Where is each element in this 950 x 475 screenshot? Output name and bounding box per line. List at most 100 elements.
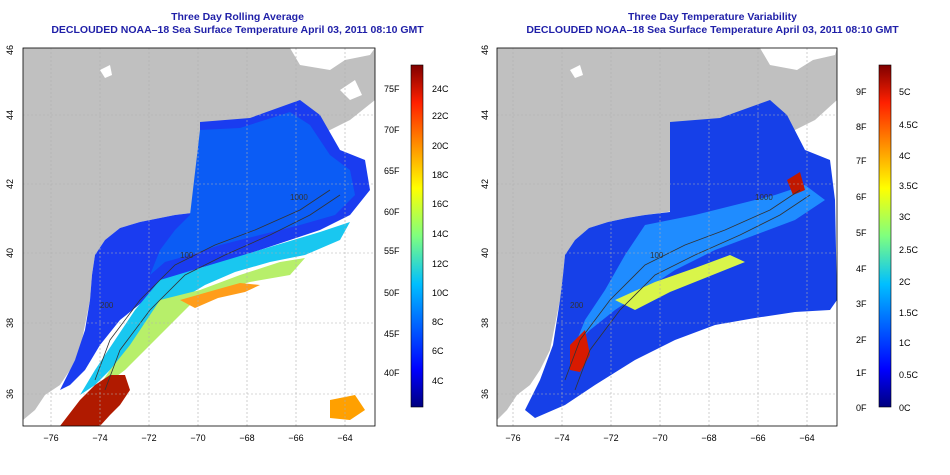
svg-text:8C: 8C [432, 317, 444, 327]
svg-text:50F: 50F [384, 288, 400, 298]
svg-text:4.5C: 4.5C [899, 120, 919, 130]
x-tick: −66 [750, 433, 765, 443]
y-tick: 36 [480, 389, 490, 399]
x-tick: −76 [43, 433, 58, 443]
panel-title: Three Day Temperature Variability [627, 11, 798, 23]
panel-title: Three Day Rolling Average [171, 11, 304, 23]
contour-label: 200 [570, 301, 584, 310]
panel-subtitle: DECLOUDED NOAA–18 Sea Surface Temperatur… [526, 24, 899, 36]
x-axis-ticks: −76 −74 −72 −70 −68 −66 −64 [505, 433, 814, 443]
svg-text:20C: 20C [432, 141, 449, 151]
x-tick: −64 [337, 433, 352, 443]
svg-text:14C: 14C [432, 229, 449, 239]
colorbar-fahrenheit-labels: 9F 8F 7F 6F 5F 4F 3F 2F 1F 0F [856, 87, 867, 413]
svg-text:75F: 75F [384, 84, 400, 94]
contour-label: 200 [100, 301, 114, 310]
y-tick: 38 [480, 318, 490, 328]
x-tick: −76 [505, 433, 520, 443]
y-tick: 46 [480, 45, 490, 55]
svg-text:4F: 4F [856, 264, 867, 274]
sst-variability-map: 200 100 1000 −76 −74 −72 −70 −68 −66 −64… [480, 45, 919, 443]
svg-text:0F: 0F [856, 403, 867, 413]
svg-text:6C: 6C [432, 346, 444, 356]
y-tick: 42 [5, 179, 15, 189]
sst-average-map: 200 100 1000 −76 −74 −72 −70 −68 −66 −64… [5, 45, 449, 443]
y-tick: 36 [5, 389, 15, 399]
panel-subtitle: DECLOUDED NOAA–18 Sea Surface Temperatur… [51, 24, 424, 36]
bathymetry-contour-200m [564, 189, 801, 381]
svg-text:45F: 45F [384, 329, 400, 339]
y-tick: 44 [480, 110, 490, 120]
svg-text:0C: 0C [899, 403, 911, 413]
svg-text:5F: 5F [856, 228, 867, 238]
contour-label: 100 [650, 251, 664, 260]
gulf-stream-front [180, 283, 260, 308]
svg-text:1F: 1F [856, 368, 867, 378]
x-tick: −72 [141, 433, 156, 443]
svg-text:5C: 5C [899, 87, 911, 97]
transition-water [80, 222, 350, 395]
svg-text:3.5C: 3.5C [899, 181, 919, 191]
x-tick: −74 [92, 433, 107, 443]
contour-label: 1000 [755, 193, 773, 202]
x-tick: −68 [239, 433, 254, 443]
svg-text:9F: 9F [856, 87, 867, 97]
y-axis-ticks: 36 38 40 42 44 46 [5, 45, 15, 399]
front-variability-yellow [615, 255, 745, 310]
svg-text:22C: 22C [432, 111, 449, 121]
high-variability-red [570, 330, 590, 372]
svg-text:65F: 65F [384, 166, 400, 176]
sst-average-panel: Three Day Rolling Average DECLOUDED NOAA… [5, 11, 449, 443]
y-axis-ticks: 36 38 40 42 44 46 [480, 45, 490, 399]
gulf-stream-core [60, 375, 130, 426]
contour-label: 100 [180, 251, 194, 260]
svg-text:60F: 60F [384, 207, 400, 217]
warm-water-yellow [95, 258, 305, 392]
svg-text:18C: 18C [432, 170, 449, 180]
svg-text:3F: 3F [856, 299, 867, 309]
y-tick: 42 [480, 179, 490, 189]
sst-variability-panel: Three Day Temperature Variability DECLOU… [475, 0, 950, 475]
x-tick: −68 [701, 433, 716, 443]
svg-text:10C: 10C [432, 288, 449, 298]
svg-text:1C: 1C [899, 338, 911, 348]
svg-text:6F: 6F [856, 192, 867, 202]
colorbar-celsius-labels: 5C 4.5C 4C 3.5C 3C 2.5C 2C 1.5C 1C 0.5C … [899, 87, 919, 413]
y-tick: 46 [5, 45, 15, 55]
svg-text:40F: 40F [384, 368, 400, 378]
svg-text:3C: 3C [899, 212, 911, 222]
high-variability-spot [787, 172, 805, 195]
svg-text:2C: 2C [899, 277, 911, 287]
svg-text:7F: 7F [856, 156, 867, 166]
contour-label: 1000 [290, 193, 308, 202]
x-tick: −70 [652, 433, 667, 443]
svg-text:1.5C: 1.5C [899, 308, 919, 318]
y-tick: 44 [5, 110, 15, 120]
svg-text:0.5C: 0.5C [899, 370, 919, 380]
x-tick: −64 [799, 433, 814, 443]
x-tick: −74 [554, 433, 569, 443]
svg-text:24C: 24C [432, 84, 449, 94]
colorbar [410, 64, 424, 408]
cool-water [150, 112, 355, 275]
moderate-variability [575, 185, 825, 345]
map-frame [496, 47, 838, 427]
bathymetry-contour-200m [94, 189, 331, 381]
x-axis-ticks: −76 −74 −72 −70 −68 −66 −64 [43, 433, 352, 443]
svg-text:70F: 70F [384, 125, 400, 135]
x-tick: −72 [603, 433, 618, 443]
svg-text:4C: 4C [432, 376, 444, 386]
y-tick: 38 [5, 318, 15, 328]
colorbar-fahrenheit-labels: 75F 70F 65F 60F 55F 50F 45F 40F [384, 84, 400, 378]
svg-text:2.5C: 2.5C [899, 245, 919, 255]
y-tick: 40 [480, 248, 490, 258]
svg-text:55F: 55F [384, 246, 400, 256]
svg-text:16C: 16C [432, 199, 449, 209]
bathymetry-contour-1000m [104, 194, 341, 391]
svg-text:2F: 2F [856, 335, 867, 345]
lat-lon-grid [497, 48, 837, 426]
x-tick: −66 [288, 433, 303, 443]
x-tick: −70 [190, 433, 205, 443]
svg-text:8F: 8F [856, 122, 867, 132]
warm-patch [330, 395, 365, 420]
